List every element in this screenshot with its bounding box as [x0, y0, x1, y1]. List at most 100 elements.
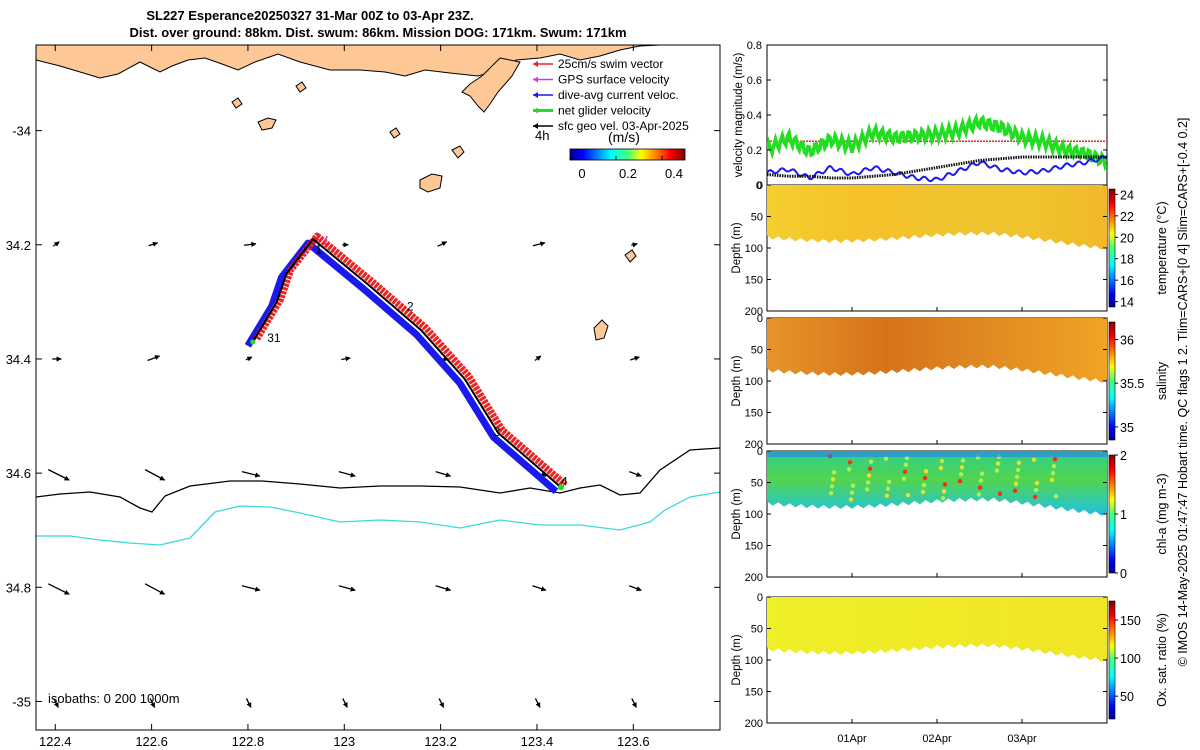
track-label: 2 — [407, 299, 414, 313]
chla-sample-dot — [958, 472, 964, 477]
profile-ylabel: Depth (m) — [731, 355, 743, 406]
current-velocity-line — [767, 155, 1107, 183]
time-axis-label: 03Apr — [1007, 733, 1037, 745]
track-line — [251, 238, 562, 489]
profile-y-tick-label: 0 — [757, 446, 763, 458]
profile-y-tick-label: 100 — [745, 376, 763, 388]
map-x-tick-label: 123 — [333, 734, 355, 749]
track-start-marker — [250, 339, 256, 345]
legend-label: GPS surface velocity — [558, 73, 669, 87]
time-axis-label: 02Apr — [922, 733, 952, 745]
legend-label: 25cm/s swim vector — [558, 57, 663, 71]
track-label: 4 — [561, 475, 568, 489]
chla-sample-dot — [829, 484, 835, 489]
colorbar-tick-label: 0.4 — [665, 166, 683, 181]
profile-colorbar-tick-label: 20 — [1120, 231, 1134, 245]
chla-sample-dot — [905, 492, 911, 498]
track-label: 31 — [267, 331, 281, 345]
gps-velocity-arrow — [324, 235, 328, 246]
profile-colorbar-tick-label: 18 — [1120, 253, 1134, 267]
geo-velocity-arrow — [435, 471, 452, 478]
chla-sample-dot — [976, 492, 982, 497]
map-frame — [35, 44, 721, 731]
geo-velocity-arrow — [144, 583, 166, 595]
chla-sample-dot — [864, 487, 870, 492]
profile-y-tick-label: 0 — [757, 180, 763, 192]
chla-sample-dot — [922, 475, 928, 481]
geo-velocity-arrow — [532, 585, 547, 592]
geo-velocity-arrow — [534, 698, 541, 708]
chla-sample-dot — [1033, 487, 1039, 493]
velocity-y-tick-label: 0.2 — [747, 145, 762, 157]
profile-colorbar-tick-label: 1 — [1120, 508, 1127, 522]
chla-sample-dot — [1050, 470, 1056, 476]
legend-label: net glider velocity — [558, 104, 651, 118]
chla-sample-dot — [1053, 494, 1059, 499]
chla-sample-dot — [865, 480, 871, 485]
profile-colorbar — [1108, 188, 1116, 308]
geo-velocity-arrow — [629, 585, 642, 592]
chla-sample-dot — [1052, 456, 1058, 462]
chla-sample-dot — [828, 491, 834, 496]
geo-velocity-arrow — [534, 355, 542, 361]
profile-y-tick-label: 100 — [745, 655, 763, 667]
geo-velocity-arrow — [438, 698, 445, 708]
geo-velocity-arrow — [47, 469, 70, 481]
chla-sample-dot — [1051, 463, 1057, 469]
geo-velocity-arrow — [241, 585, 261, 592]
geo-velocity-arrow — [629, 471, 642, 477]
legend-swatch-head — [533, 107, 538, 114]
geo-velocity-arrow — [532, 241, 546, 247]
map-x-tick-label: 123.4 — [521, 734, 554, 749]
profile-y-tick-label: 100 — [745, 509, 763, 521]
velocity-lines — [767, 112, 1107, 183]
title-line2: Dist. over ground: 88km. Dist. swum: 86k… — [129, 25, 626, 40]
profile-y-tick-label: 50 — [751, 212, 763, 224]
side-caption: © IMOS 14-May-2025 01:47:47 Hobart time.… — [1176, 118, 1190, 667]
chla-sample-dot — [1015, 467, 1021, 473]
profile-y-tick-label: 200 — [745, 306, 763, 318]
profile-y-tick-label: 150 — [745, 275, 763, 287]
chla-sample-dot — [831, 470, 837, 475]
velocity-y-tick-label: 0 — [756, 180, 762, 192]
net-velocity-line — [767, 112, 1107, 172]
chla-sample-dot — [830, 477, 836, 482]
land-island-2 — [419, 173, 443, 193]
chla-sample-dot — [1031, 457, 1037, 463]
current-velocity-band — [244, 239, 559, 495]
chla-sample-dot — [923, 468, 929, 474]
land-headland — [461, 57, 521, 113]
chla-sample-dot — [920, 489, 926, 495]
profile-colorbar-tick-label: 22 — [1120, 210, 1134, 224]
swim-vector-band — [253, 232, 568, 488]
profile-data-field — [767, 185, 1107, 250]
profile-colorbar-tick-label: 14 — [1120, 296, 1134, 310]
chla-sample-dot — [883, 456, 889, 461]
profile-ylabel: Depth (m) — [731, 488, 743, 539]
map-x-tick-label: 122.8 — [232, 734, 265, 749]
chla-sample-dot — [849, 490, 855, 495]
chla-sample-dot — [866, 473, 872, 478]
profile-colorbar — [1108, 321, 1116, 441]
map-x-tick-label: 122.4 — [39, 734, 72, 749]
map-y-tick-label: 34.2 — [6, 238, 31, 253]
profile-panel-oxsat: 0 50 100 150 200 Depth (m) 50 100 150 Ox. sat. ra… — [731, 592, 1169, 730]
chla-sample-dot — [901, 476, 907, 481]
velocity-y-tick-label: 0.6 — [747, 75, 762, 87]
geo-velocity-arrow — [47, 583, 70, 595]
speed-colorbar — [569, 148, 686, 161]
profile-y-tick-label: 150 — [745, 408, 763, 420]
land-island-5 — [451, 145, 465, 159]
velocity-plot-area — [766, 44, 1108, 186]
legend-swatch-head — [533, 76, 538, 83]
chla-sample-dot — [939, 458, 945, 464]
geo-velocity-arrow — [631, 698, 637, 708]
geo-velocity-arrow — [338, 585, 356, 592]
map-y-tick-label: 34.4 — [6, 352, 31, 367]
chla-sample-dot — [997, 491, 1003, 497]
chla-sample-dot — [868, 459, 874, 464]
profile-colorbar-tick-label: 35 — [1120, 421, 1134, 435]
isobath-label: isobaths: 0 200 1000m — [48, 691, 180, 706]
profile-y-tick-label: 0 — [757, 592, 763, 604]
land-island-7 — [389, 127, 401, 139]
